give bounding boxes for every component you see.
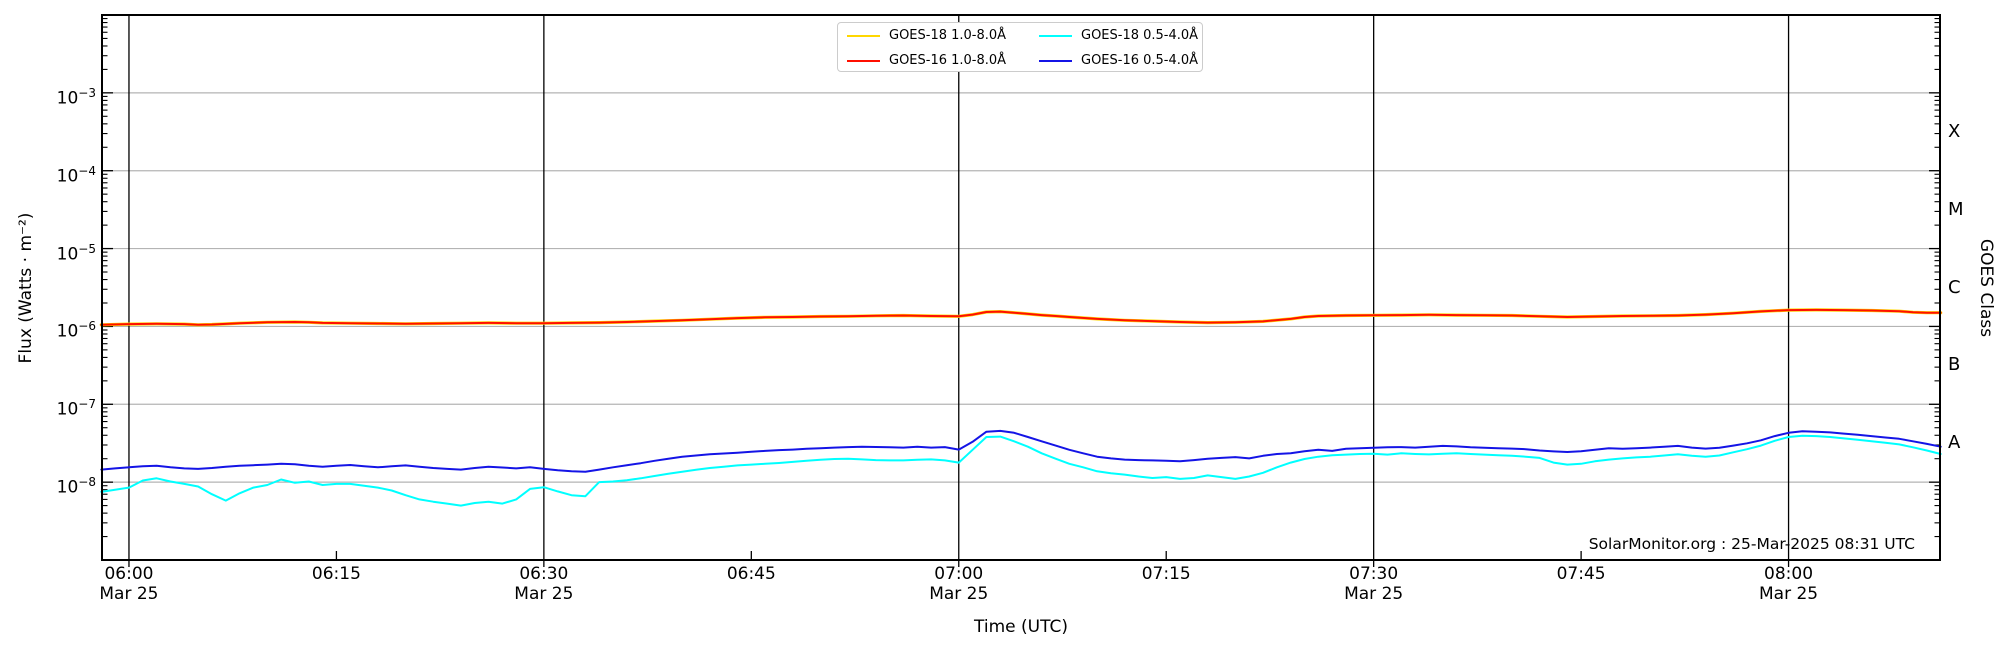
x-tick-label: 07:15 [1141,564,1191,584]
x-tick-label: 07:00 Mar 25 [929,564,989,604]
legend-entry: GOES-18 1.0-8.0Å [847,28,1039,43]
legend-line-swatch [1039,34,1072,37]
x-tick-label: 07:30 Mar 25 [1344,564,1404,604]
source-credit-watermark: SolarMonitor.org : 25-Mar-2025 08:31 UTC [1588,535,1915,553]
x-tick-date-sublabel: Mar 25 [1758,584,1819,604]
y-tick-label: 10−5 [56,241,96,265]
x-tick-label: 06:30 Mar 25 [514,564,574,604]
plot-frame [101,14,1941,561]
x-tick-date-sublabel: Mar 25 [929,584,989,604]
y-tick-label: 10−3 [56,85,96,109]
goes-class-label-m: M [1948,198,1964,220]
legend-entry: GOES-16 0.5-4.0Å [1039,53,1202,68]
goes-class-label-c: C [1948,276,1961,298]
x-tick-label: 06:15 [311,564,361,584]
x-tick-label: 06:45 [726,564,776,584]
series-line-1 [100,308,1942,326]
legend-entry: GOES-18 0.5-4.0Å [1039,28,1202,43]
legend-line-swatch [1039,59,1072,62]
legend-entry-label: GOES-18 1.0-8.0Å [889,28,1007,43]
goes-class-label-x: X [1948,120,1961,142]
x-tick-date-sublabel: Mar 25 [1344,584,1404,604]
series-line-2 [100,434,1942,507]
goes-class-label-a: A [1948,432,1961,454]
legend-line-swatch [847,34,880,37]
legend: GOES-18 1.0-8.0Å GOES-16 1.0-8.0Å GOES-18 … [837,22,1203,72]
legend-entry-label: GOES-16 0.5-4.0Å [1081,53,1199,68]
legend-entry-label: GOES-16 1.0-8.0Å [889,53,1007,68]
x-tick-label: 08:00 Mar 25 [1758,564,1819,604]
x-tick-label: 06:00 Mar 25 [99,564,159,604]
series-line-3 [100,429,1942,473]
legend-entry-label: GOES-18 0.5-4.0Å [1081,28,1199,43]
x-tick-label: 07:45 [1556,564,1606,584]
legend-entry: GOES-16 1.0-8.0Å [847,53,1039,68]
y-axis-title: Flux (Watts · m⁻²) [16,212,36,364]
x-tick-date-sublabel: Mar 25 [99,584,159,604]
legend-line-swatch [847,59,880,62]
y-tick-label: 10−6 [56,319,96,343]
x-axis-title: Time (UTC) [974,617,1068,637]
y-tick-label: 10−4 [56,163,96,187]
y-tick-label: 10−8 [56,475,96,498]
y-tick-label: 10−7 [56,397,96,420]
x-tick-date-sublabel: Mar 25 [514,584,574,604]
goes-class-label-b: B [1948,354,1961,376]
right-axis-title: GOES Class [1976,238,1996,338]
